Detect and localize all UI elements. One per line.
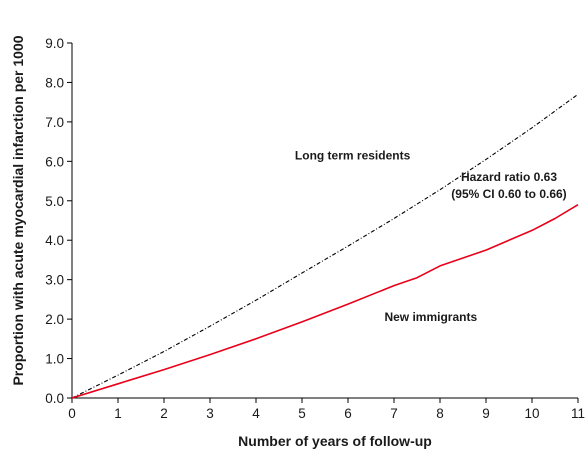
x-tick-label: 0 — [68, 406, 76, 421]
x-tick-label: 10 — [524, 406, 539, 421]
x-tick-label: 1 — [114, 406, 122, 421]
x-tick-label: 11 — [571, 406, 585, 421]
annotations: Long term residents New immigrants Hazard … — [295, 148, 567, 324]
y-tick-label: 6.0 — [45, 154, 64, 169]
annotation-label: (95% CI 0.60 to 0.66) — [451, 187, 566, 201]
y-axis-title: Proportion with acute myocardial infarct… — [10, 35, 26, 385]
y-tick-label: 2.0 — [45, 312, 64, 327]
x-axis-title: Number of years of follow-up — [238, 433, 432, 449]
y-tick-label: 7.0 — [45, 115, 64, 130]
series-line-long-term-residents — [71, 93, 579, 399]
y-tick-label: 0.0 — [45, 391, 64, 406]
y-tick-label: 1.0 — [45, 352, 64, 367]
y-tick-label: 5.0 — [45, 194, 64, 209]
x-tick-label: 3 — [206, 406, 214, 421]
annotation-label: Long term residents — [295, 148, 411, 162]
x-tick-label: 2 — [160, 406, 168, 421]
x-tick-label: 8 — [436, 406, 444, 421]
axes: 0.0 1.0 2.0 3.0 4.0 5.0 6.0 7.0 8.0 9.0 0 1 2 3 4 5 6 7 8 9… — [45, 36, 585, 421]
series-line-new-immigrants — [71, 204, 579, 399]
annotation-label: New immigrants — [384, 310, 477, 324]
y-tick-label: 9.0 — [45, 36, 64, 51]
series-group — [71, 93, 579, 399]
annotation-label: Hazard ratio 0.63 — [461, 170, 557, 184]
x-tick-label: 6 — [344, 406, 352, 421]
y-tick-label: 8.0 — [45, 75, 64, 90]
y-tick-label: 3.0 — [45, 273, 64, 288]
x-tick-label: 7 — [390, 406, 398, 421]
x-tick-label: 9 — [482, 406, 490, 421]
x-tick-label: 4 — [252, 406, 260, 421]
x-tick-label: 5 — [298, 406, 306, 421]
y-tick-label: 4.0 — [45, 233, 64, 248]
